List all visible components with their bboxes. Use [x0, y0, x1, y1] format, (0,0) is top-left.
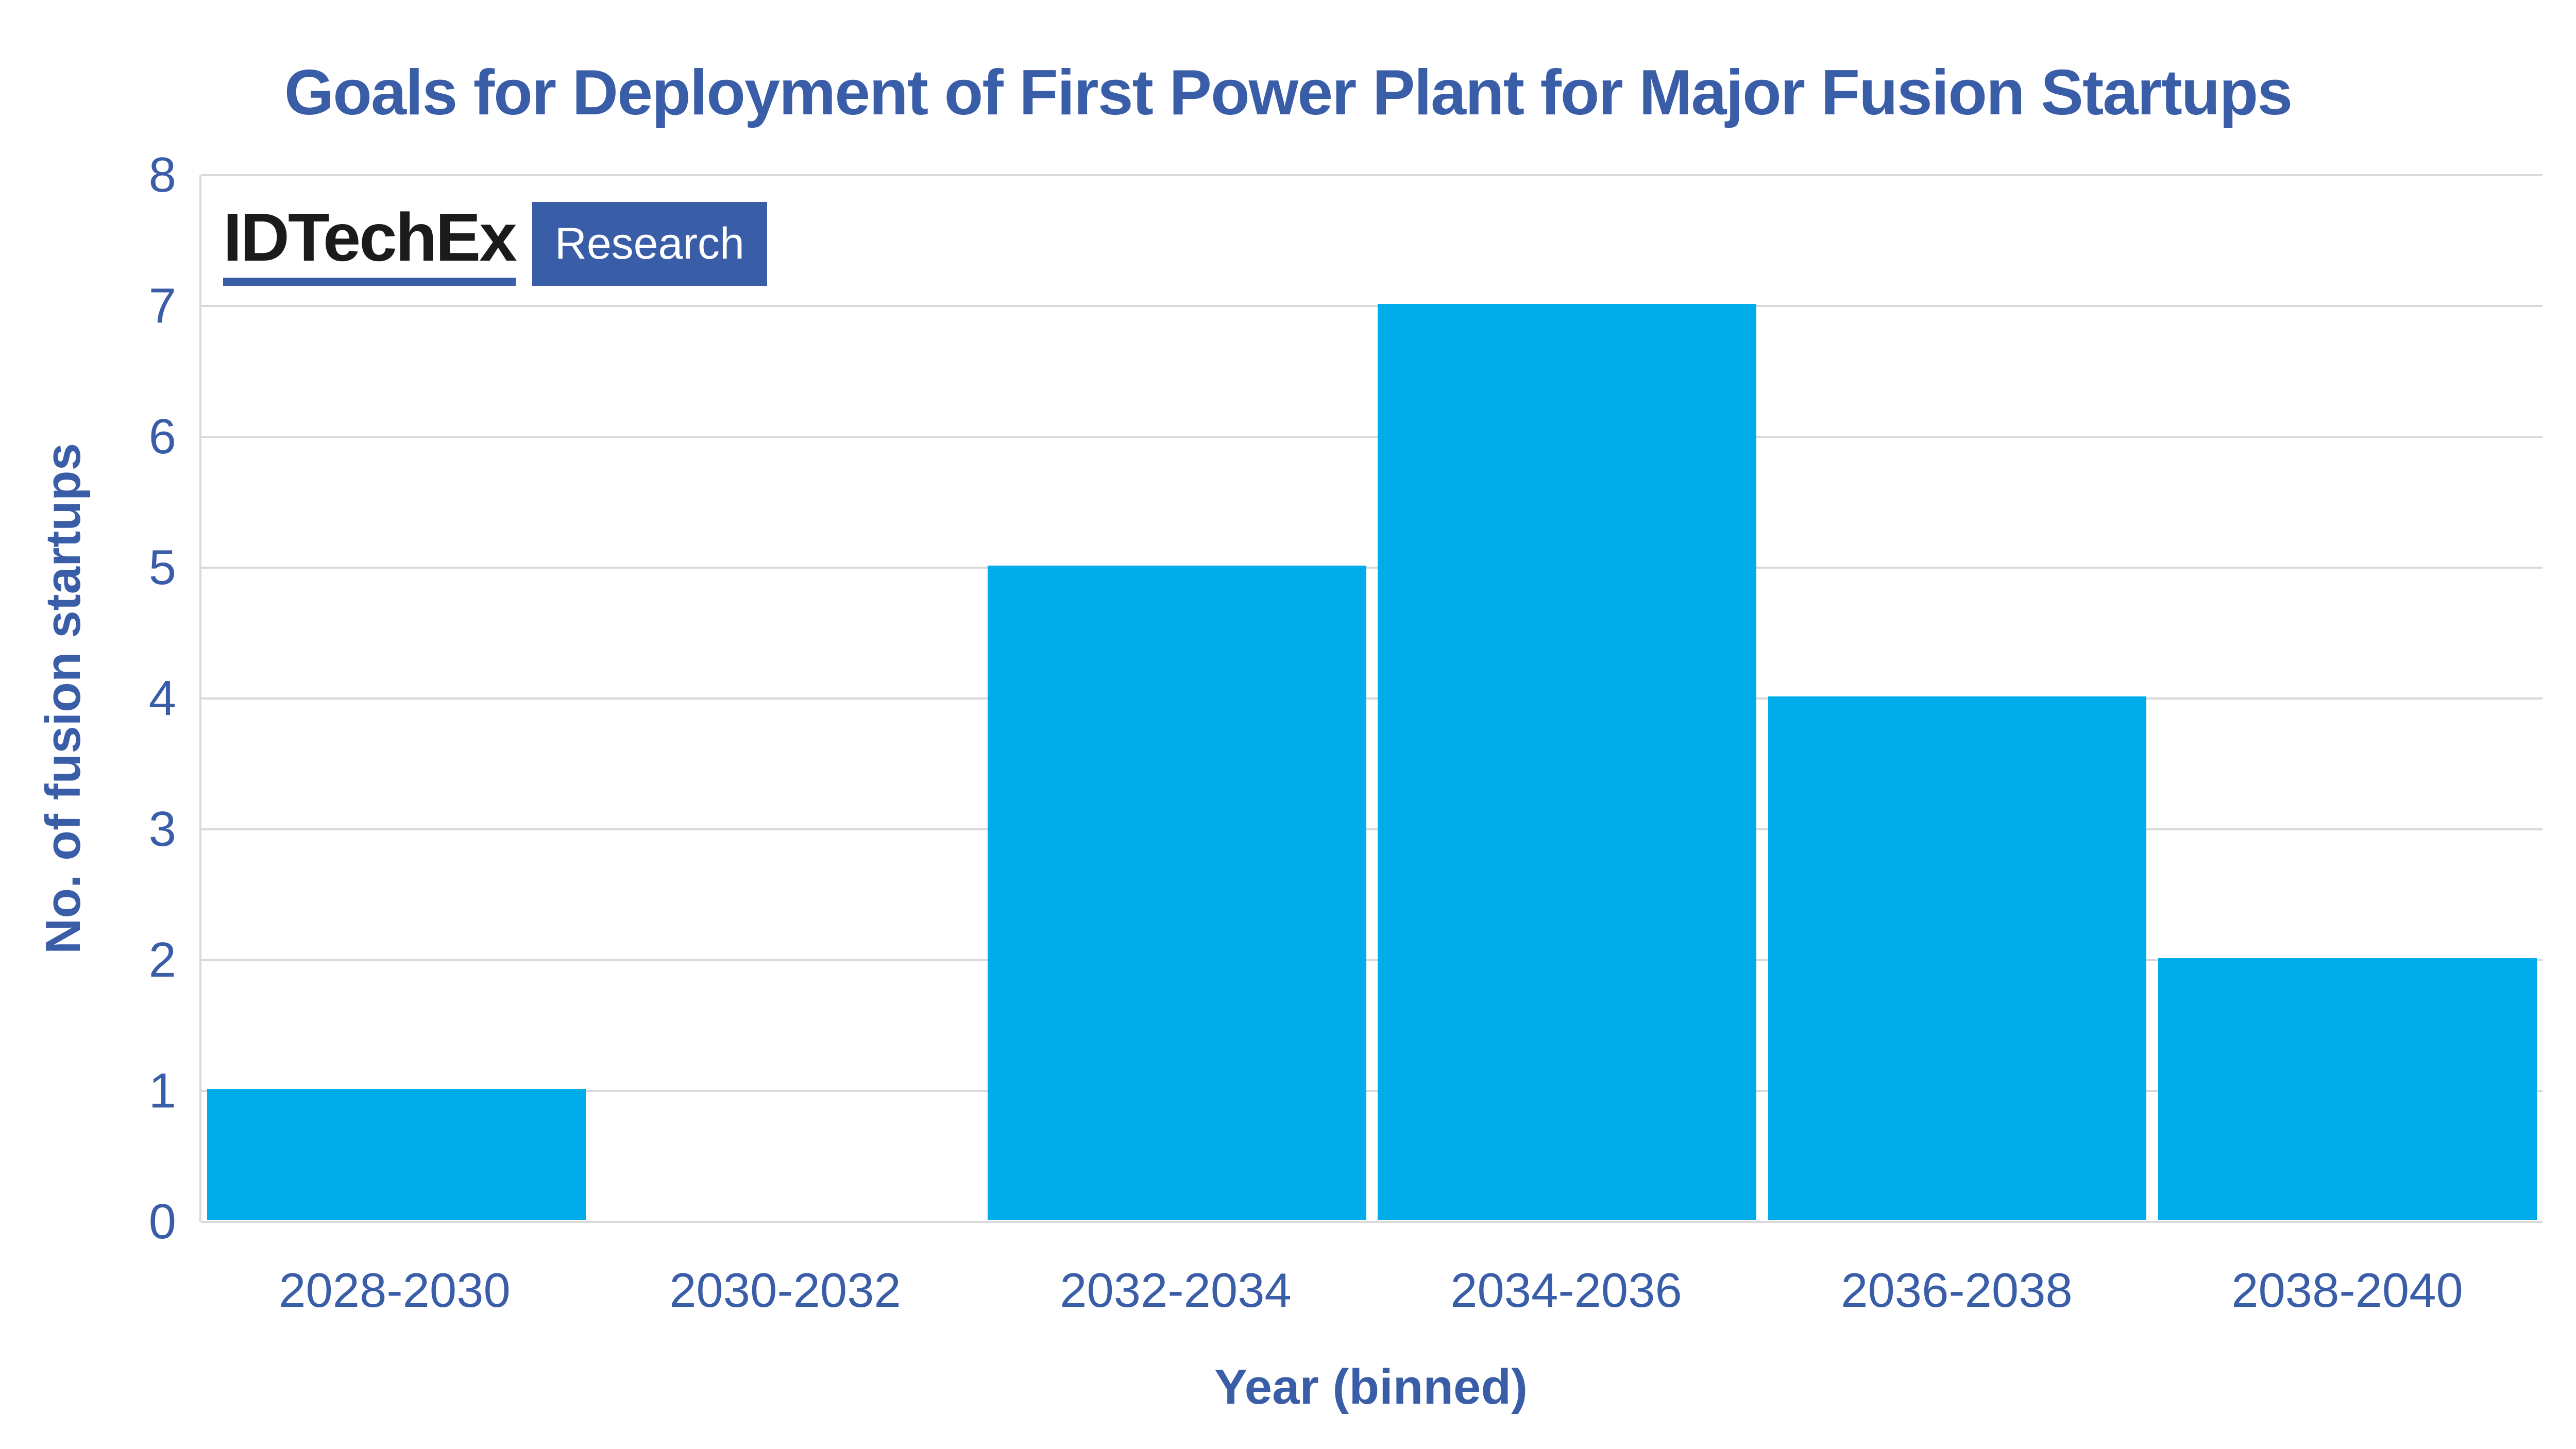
gridline-8	[201, 174, 2543, 176]
bars-layer	[201, 175, 2543, 1222]
gridline-6	[201, 436, 2543, 438]
idtechex-wordmark: IDTechEx	[223, 199, 517, 275]
y-tick-6: 6	[148, 409, 176, 464]
logo-brand-column: IDTechEx	[223, 199, 517, 286]
gridline-1	[201, 1090, 2543, 1092]
gridline-4	[201, 697, 2543, 700]
y-tick-2: 2	[148, 932, 176, 987]
gridline-7	[201, 305, 2543, 307]
bar-2032-2034	[988, 566, 1366, 1220]
y-tick-8: 8	[148, 147, 176, 202]
x-tick-2034-2036: 2034-2036	[1450, 1263, 1682, 1317]
y-tick-5: 5	[148, 540, 176, 595]
x-tick-2032-2034: 2032-2034	[1060, 1263, 1292, 1317]
gridline-2	[201, 959, 2543, 961]
logo-underline	[223, 277, 516, 286]
gridline-3	[201, 828, 2543, 830]
gridline-5	[201, 567, 2543, 569]
x-tick-2030-2032: 2030-2032	[669, 1263, 901, 1317]
research-badge: Research	[532, 202, 767, 286]
bar-2028-2030	[207, 1089, 586, 1220]
idtechex-logo: IDTechEx Research	[223, 199, 767, 286]
x-tick-2038-2040: 2038-2040	[2231, 1263, 2463, 1317]
chart-title: Goals for Deployment of First Power Plan…	[284, 57, 2293, 128]
y-tick-4: 4	[148, 671, 176, 726]
y-tick-1: 1	[148, 1063, 176, 1118]
y-tick-0: 0	[148, 1194, 176, 1249]
x-axis-ticks: 2028-2030 2030-2032 2032-2034 2034-2036 2036…	[199, 1257, 2543, 1324]
bar-2036-2038	[1768, 696, 2147, 1220]
bar-2038-2040	[2158, 958, 2537, 1220]
y-axis-ticks: 0 1 2 3 4 5 6 7 8	[0, 147, 176, 1249]
x-tick-2028-2030: 2028-2030	[279, 1263, 511, 1317]
y-tick-7: 7	[148, 278, 176, 333]
y-tick-3: 3	[148, 802, 176, 857]
x-axis-title: Year (binned)	[1214, 1359, 1528, 1414]
bar-2034-2036	[1378, 304, 1756, 1220]
plot-area: IDTechEx Research	[199, 174, 2543, 1223]
x-tick-2036-2038: 2036-2038	[1841, 1263, 2073, 1317]
gridline-0	[201, 1221, 2543, 1223]
